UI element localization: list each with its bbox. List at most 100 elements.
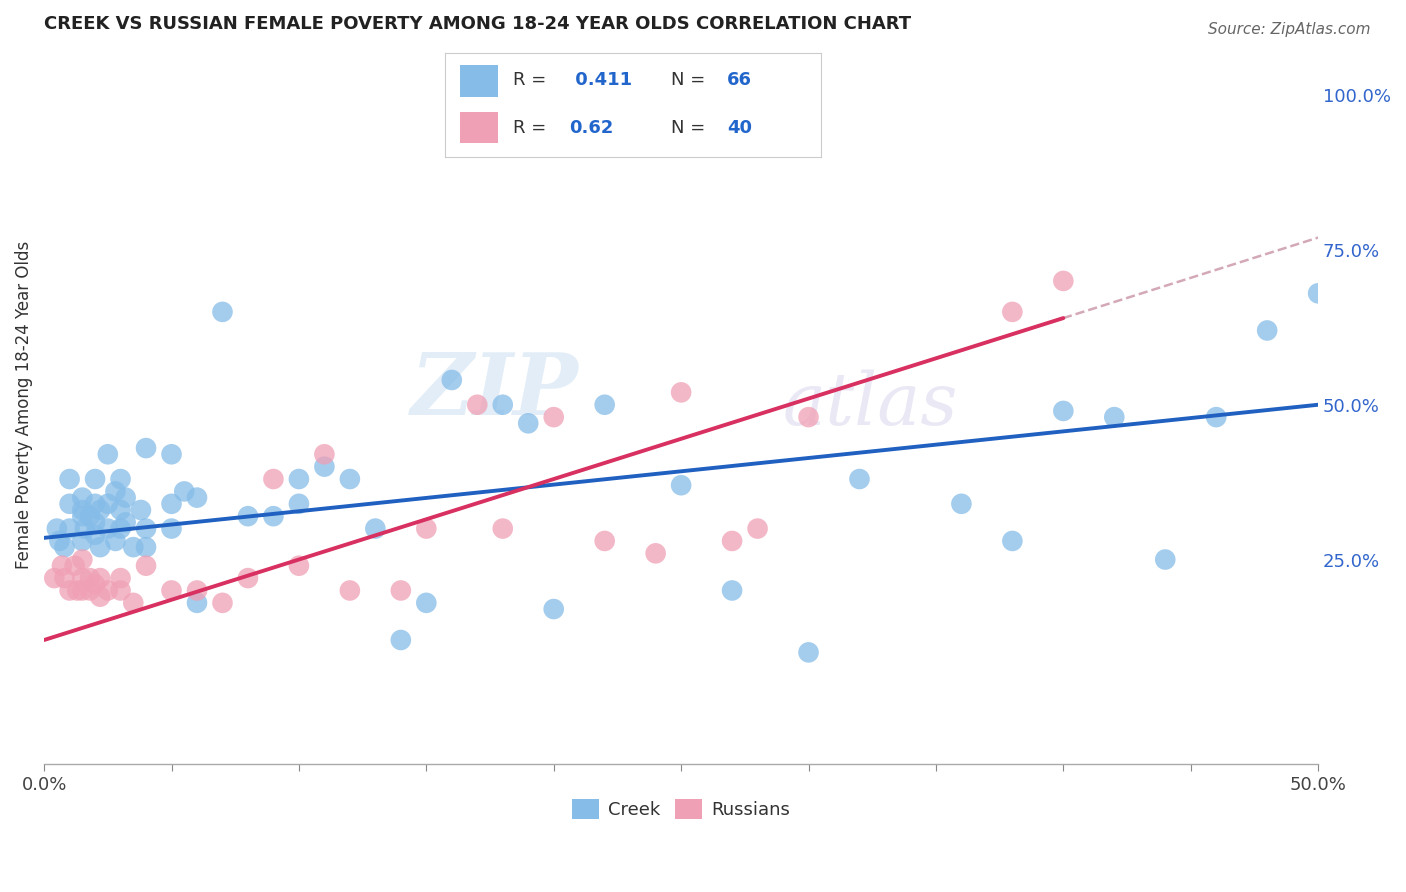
Point bbox=[53, 571, 76, 585]
Point bbox=[543, 410, 565, 425]
Point bbox=[747, 522, 769, 536]
Point bbox=[721, 533, 744, 548]
Point bbox=[1001, 533, 1024, 548]
Point bbox=[72, 552, 94, 566]
Point bbox=[84, 497, 107, 511]
Point bbox=[492, 522, 515, 536]
Point bbox=[114, 491, 136, 505]
Point bbox=[97, 497, 120, 511]
Point bbox=[950, 497, 973, 511]
Point bbox=[669, 385, 692, 400]
Point bbox=[72, 503, 94, 517]
Point bbox=[1256, 323, 1278, 337]
Point bbox=[73, 522, 96, 536]
Point bbox=[58, 583, 80, 598]
Point bbox=[129, 503, 152, 517]
Point bbox=[644, 546, 666, 560]
Text: CREEK VS RUSSIAN FEMALE POVERTY AMONG 18-24 YEAR OLDS CORRELATION CHART: CREEK VS RUSSIAN FEMALE POVERTY AMONG 18… bbox=[44, 15, 911, 33]
Point bbox=[160, 497, 183, 511]
Point bbox=[89, 540, 111, 554]
Point bbox=[44, 571, 66, 585]
Text: ZIP: ZIP bbox=[412, 349, 579, 432]
Point bbox=[110, 522, 132, 536]
Point bbox=[415, 596, 437, 610]
Point bbox=[721, 583, 744, 598]
Point bbox=[186, 583, 208, 598]
Point bbox=[389, 632, 412, 647]
Text: Source: ZipAtlas.com: Source: ZipAtlas.com bbox=[1208, 22, 1371, 37]
Point bbox=[114, 516, 136, 530]
Point bbox=[517, 417, 540, 431]
Point bbox=[211, 596, 233, 610]
Point bbox=[135, 441, 157, 455]
Point bbox=[1052, 274, 1074, 288]
Point bbox=[110, 472, 132, 486]
Point bbox=[1104, 410, 1126, 425]
Point bbox=[797, 645, 820, 659]
Point bbox=[492, 398, 515, 412]
Point bbox=[314, 459, 336, 474]
Legend: Creek, Russians: Creek, Russians bbox=[565, 791, 797, 827]
Point bbox=[48, 533, 70, 548]
Point bbox=[314, 447, 336, 461]
Point bbox=[53, 540, 76, 554]
Point bbox=[288, 497, 311, 511]
Point bbox=[288, 558, 311, 573]
Point bbox=[593, 398, 616, 412]
Point bbox=[72, 533, 94, 548]
Point bbox=[84, 577, 107, 591]
Point bbox=[63, 558, 86, 573]
Point bbox=[262, 472, 284, 486]
Point bbox=[288, 472, 311, 486]
Point bbox=[72, 571, 94, 585]
Point bbox=[389, 583, 412, 598]
Point bbox=[1052, 404, 1074, 418]
Point bbox=[79, 571, 101, 585]
Point bbox=[236, 509, 259, 524]
Point bbox=[262, 509, 284, 524]
Point bbox=[135, 522, 157, 536]
Point bbox=[1154, 552, 1177, 566]
Point bbox=[1001, 305, 1024, 319]
Point bbox=[543, 602, 565, 616]
Point bbox=[110, 571, 132, 585]
Point bbox=[211, 305, 233, 319]
Point bbox=[110, 503, 132, 517]
Point bbox=[1308, 286, 1330, 301]
Point bbox=[66, 583, 89, 598]
Point bbox=[848, 472, 870, 486]
Point bbox=[135, 558, 157, 573]
Point bbox=[51, 558, 73, 573]
Point bbox=[339, 472, 361, 486]
Point bbox=[104, 533, 127, 548]
Point bbox=[79, 583, 101, 598]
Point bbox=[72, 583, 94, 598]
Point bbox=[79, 509, 101, 524]
Y-axis label: Female Poverty Among 18-24 Year Olds: Female Poverty Among 18-24 Year Olds bbox=[15, 241, 32, 569]
Point bbox=[97, 583, 120, 598]
Point bbox=[104, 484, 127, 499]
Point bbox=[236, 571, 259, 585]
Point bbox=[440, 373, 463, 387]
Point bbox=[97, 447, 120, 461]
Point bbox=[97, 522, 120, 536]
Point bbox=[89, 503, 111, 517]
Point bbox=[72, 491, 94, 505]
Point bbox=[89, 571, 111, 585]
Point bbox=[135, 540, 157, 554]
Point bbox=[186, 596, 208, 610]
Point bbox=[58, 497, 80, 511]
Point bbox=[58, 522, 80, 536]
Point bbox=[339, 583, 361, 598]
Point bbox=[173, 484, 195, 499]
Point bbox=[58, 472, 80, 486]
Point bbox=[160, 447, 183, 461]
Point bbox=[669, 478, 692, 492]
Point bbox=[415, 522, 437, 536]
Point bbox=[364, 522, 387, 536]
Point bbox=[160, 583, 183, 598]
Point bbox=[160, 522, 183, 536]
Point bbox=[110, 583, 132, 598]
Point bbox=[186, 491, 208, 505]
Point bbox=[84, 528, 107, 542]
